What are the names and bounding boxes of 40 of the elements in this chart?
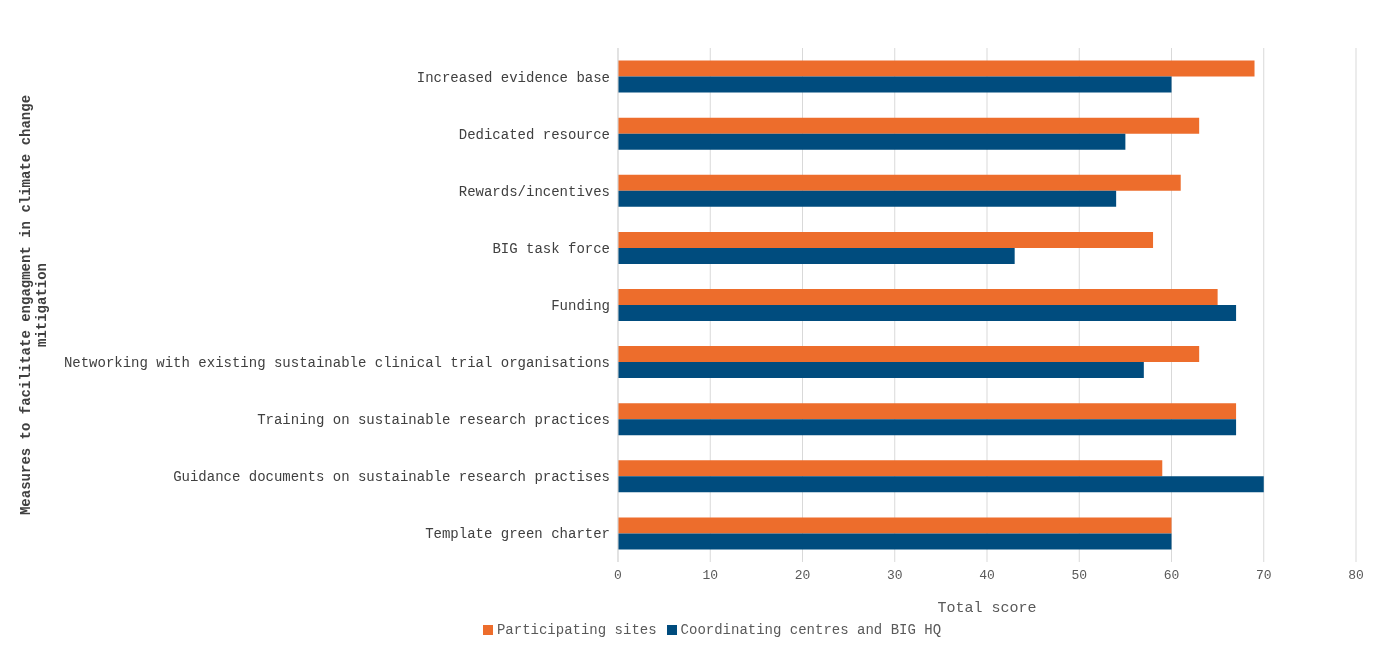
- x-tick-label: 60: [1163, 568, 1180, 584]
- y-tick-label: Funding: [551, 297, 610, 314]
- bar: [618, 174, 1181, 191]
- bar: [618, 133, 1126, 150]
- bar: [618, 346, 1200, 363]
- bar: [618, 190, 1117, 207]
- y-tick-label: Guidance documents on sustainable research practises: [173, 469, 610, 486]
- bar: [618, 289, 1218, 306]
- x-tick-label: 50: [1071, 568, 1088, 584]
- y-axis-title: Measures to facilitate engagment in climate change mitigation: [18, 94, 50, 516]
- x-tick-label: 40: [979, 568, 995, 584]
- bar: [618, 247, 1015, 264]
- bar: [618, 117, 1200, 134]
- bar: [618, 76, 1172, 93]
- x-tick-label: 70: [1255, 568, 1272, 584]
- bar: [618, 533, 1172, 550]
- bar: [618, 231, 1154, 248]
- bar: [618, 419, 1237, 436]
- y-tick-label: Increased evidence base: [416, 69, 610, 86]
- legend-label: Coordinating centres and BIG HQ: [680, 622, 942, 638]
- x-tick-label: 30: [886, 568, 903, 584]
- bar: [618, 305, 1237, 322]
- y-tick-label: Template green charter: [425, 526, 610, 543]
- bar: [618, 362, 1144, 379]
- x-tick-label: 0: [614, 568, 622, 584]
- y-tick-label: Training on sustainable research practices: [257, 412, 610, 429]
- y-tick-label: Networking with existing sustainable clinical trial organisations: [63, 355, 610, 372]
- bar: [618, 60, 1255, 77]
- x-axis-title: Total score: [937, 600, 1037, 617]
- bar: [618, 460, 1163, 477]
- y-tick-label: BIG task force: [492, 240, 610, 257]
- bar: [618, 403, 1237, 420]
- bar: [618, 517, 1172, 534]
- legend-label: Participating sites: [496, 622, 657, 638]
- y-tick-label: Dedicated resource: [458, 126, 610, 143]
- x-tick-label: 80: [1348, 568, 1364, 584]
- x-tick-label: 20: [794, 568, 811, 584]
- y-tick-label: Rewards/incentives: [458, 183, 610, 200]
- x-tick-label: 10: [702, 568, 719, 584]
- bar: [618, 476, 1264, 493]
